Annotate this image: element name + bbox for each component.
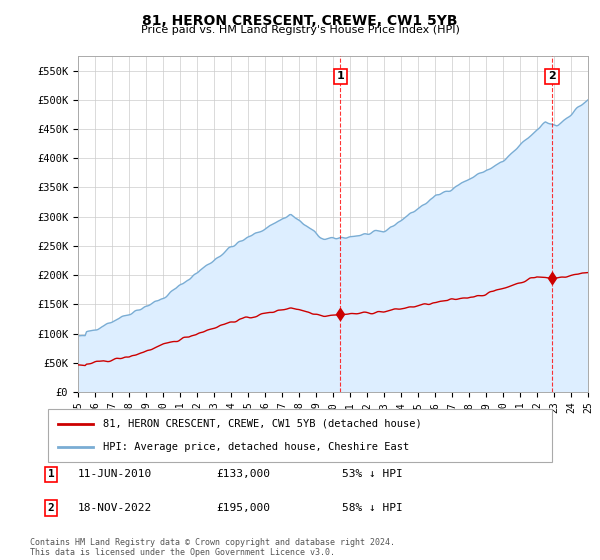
Text: 81, HERON CRESCENT, CREWE, CW1 5YB: 81, HERON CRESCENT, CREWE, CW1 5YB bbox=[142, 14, 458, 28]
Text: 1: 1 bbox=[47, 469, 55, 479]
Text: 58% ↓ HPI: 58% ↓ HPI bbox=[342, 503, 403, 513]
Text: 18-NOV-2022: 18-NOV-2022 bbox=[78, 503, 152, 513]
FancyBboxPatch shape bbox=[48, 409, 552, 462]
Text: 81, HERON CRESCENT, CREWE, CW1 5YB (detached house): 81, HERON CRESCENT, CREWE, CW1 5YB (deta… bbox=[103, 419, 422, 429]
Text: 2: 2 bbox=[47, 503, 55, 513]
Text: Price paid vs. HM Land Registry's House Price Index (HPI): Price paid vs. HM Land Registry's House … bbox=[140, 25, 460, 35]
Text: 1: 1 bbox=[337, 72, 344, 81]
Text: Contains HM Land Registry data © Crown copyright and database right 2024.
This d: Contains HM Land Registry data © Crown c… bbox=[30, 538, 395, 557]
Text: 11-JUN-2010: 11-JUN-2010 bbox=[78, 469, 152, 479]
Text: 2: 2 bbox=[548, 72, 556, 81]
Text: HPI: Average price, detached house, Cheshire East: HPI: Average price, detached house, Ches… bbox=[103, 442, 410, 452]
Text: £133,000: £133,000 bbox=[216, 469, 270, 479]
Text: £195,000: £195,000 bbox=[216, 503, 270, 513]
Text: 53% ↓ HPI: 53% ↓ HPI bbox=[342, 469, 403, 479]
